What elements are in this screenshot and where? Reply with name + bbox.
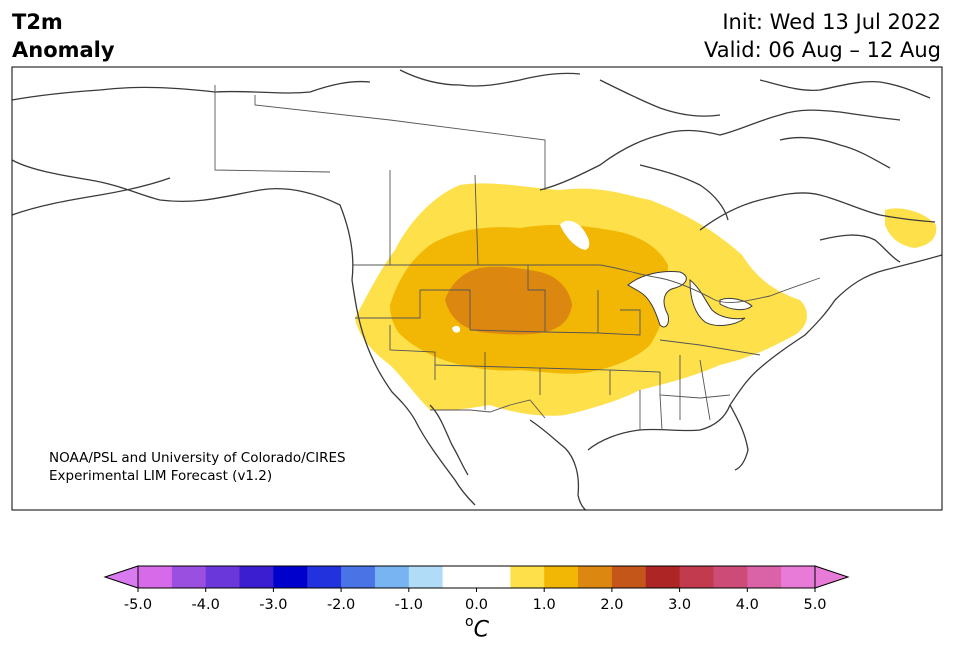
colorbar-cell: [679, 566, 714, 588]
chart-title: T2m Anomaly: [12, 8, 115, 64]
colorbar-cell: [781, 566, 816, 588]
colorbar-cell: [171, 566, 207, 588]
colorbar-unit: oC: [465, 614, 489, 643]
colorbar-cell: [408, 566, 444, 588]
colorbar-under-arrow: [103, 565, 139, 589]
map-frame: [11, 66, 943, 511]
colorbar-cell: [239, 566, 274, 588]
anomaly-region-dark: [445, 266, 572, 335]
great-lakes: [627, 271, 753, 328]
colorbar-tick-label: 4.0: [735, 597, 759, 613]
colorbar-cell: [205, 566, 241, 588]
title-line-1: T2m: [12, 10, 63, 34]
title-line-2: Anomaly: [12, 38, 115, 62]
colorbar-cell: [341, 566, 376, 588]
colorbar-tick-label: -4.0: [191, 597, 220, 613]
colorbar-tick-label: -1.0: [394, 597, 423, 613]
credit-line-2: Experimental LIM Forecast (v1.2): [49, 468, 273, 484]
colorbar-tick-label: -3.0: [259, 597, 288, 613]
colorbar-tick-label: 0.0: [464, 597, 489, 613]
colorbar-cell: [611, 566, 647, 588]
colorbar-cell: [273, 566, 308, 588]
colorbar-tick-label: -5.0: [123, 597, 153, 613]
colorbar-cell: [307, 566, 342, 588]
date-info: Init: Wed 13 Jul 2022 Valid: 06 Aug – 12…: [704, 8, 941, 64]
colorbar-cell: [442, 566, 477, 588]
colorbar-tick-label: 5.0: [803, 597, 827, 613]
unit-degree: o: [465, 614, 474, 630]
great-salt-lake: [452, 325, 461, 333]
colorbar-cell: [713, 566, 748, 588]
colorbar-cell: [138, 566, 173, 588]
colorbar-cell: [645, 566, 681, 588]
valid-range: Valid: 06 Aug – 12 Aug: [703, 38, 941, 62]
colorbar-tick-label: 3.0: [668, 597, 692, 613]
colorbar-cell: [578, 566, 613, 588]
lake-winnipeg: [560, 220, 590, 250]
colorbar-tick-label: -2.0: [326, 597, 356, 613]
borders: [214, 85, 821, 431]
init-date: Init: Wed 13 Jul 2022: [722, 10, 941, 34]
coastlines: [12, 69, 942, 510]
colorbar-tick-label: 1.0: [532, 597, 556, 613]
colorbar-cell: [374, 566, 410, 588]
colorbar-over-arrow: [814, 565, 850, 589]
colorbar-cell: [747, 566, 782, 588]
unit-letter: C: [473, 617, 489, 643]
colorbar-cell: [544, 566, 579, 588]
map-content: [12, 67, 942, 510]
colorbar-cell: [510, 566, 545, 588]
colorbar-tick-label: 2.0: [600, 597, 624, 613]
colorbar: [103, 565, 850, 592]
credit-line-1: NOAA/PSL and University of Colorado/CIRE…: [49, 450, 346, 466]
colorbar-cell: [476, 566, 511, 588]
credit: NOAA/PSL and University of Colorado/CIRE…: [49, 449, 346, 485]
